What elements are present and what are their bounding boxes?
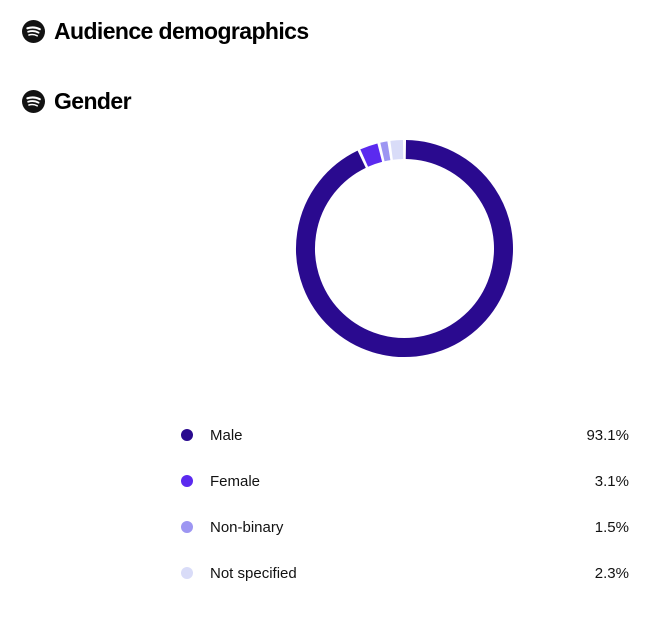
legend-label: Non-binary — [210, 518, 284, 536]
legend-item: Male 93.1% — [181, 412, 629, 458]
legend-label: Not specified — [210, 564, 297, 582]
gender-donut-chart — [294, 138, 515, 359]
legend-swatch — [181, 521, 193, 533]
legend-value: 1.5% — [594, 518, 629, 536]
donut-slice-female — [360, 143, 383, 167]
legend-item: Non-binary 1.5% — [181, 504, 629, 550]
donut-svg — [296, 140, 513, 357]
legend-swatch — [181, 475, 193, 487]
legend-value: 2.3% — [594, 564, 629, 582]
chart-legend: Male 93.1% Female 3.1% Non-binary 1.5% Not spe… — [181, 412, 629, 596]
legend-label: Male — [210, 426, 243, 444]
section-heading-audience-demographics: Audience demographics — [22, 20, 309, 43]
legend-swatch — [181, 567, 193, 579]
donut-slice-non-binary — [380, 141, 391, 162]
section-heading-gender: Gender — [22, 88, 132, 114]
legend-item: Not specified 2.3% — [181, 550, 629, 596]
legend-value: 93.1% — [586, 426, 629, 444]
donut-slice-male — [296, 140, 513, 357]
legend-label: Female — [210, 472, 261, 490]
legend-swatch — [181, 429, 193, 441]
chart-title: Gender — [54, 88, 132, 114]
legend-item: Female 3.1% — [181, 458, 629, 504]
donut-slice-not-specified — [390, 140, 404, 160]
spotify-icon — [22, 20, 45, 43]
legend-value: 3.1% — [594, 472, 629, 490]
page-title: Audience demographics — [54, 18, 309, 44]
spotify-icon — [22, 90, 45, 113]
